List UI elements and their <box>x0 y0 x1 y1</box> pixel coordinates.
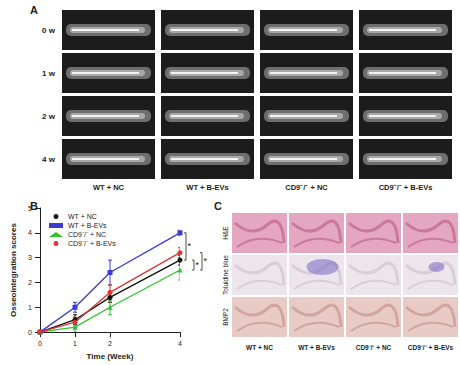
svg-text:CD9⁻/⁻ + NC: CD9⁻/⁻ + NC <box>285 183 328 192</box>
svg-text:WT + B-EVs: WT + B-EVs <box>68 222 107 229</box>
svg-text:2 w: 2 w <box>42 112 56 121</box>
svg-text:2: 2 <box>108 340 112 347</box>
svg-text:1: 1 <box>73 340 77 347</box>
svg-text:*: * <box>188 241 192 251</box>
svg-text:H&E: H&E <box>222 226 229 240</box>
svg-text:2: 2 <box>28 279 32 286</box>
svg-text:3: 3 <box>28 254 32 261</box>
svg-text:WT + B-EVs: WT + B-EVs <box>298 344 335 351</box>
svg-text:WT + NC: WT + NC <box>246 344 273 351</box>
svg-text:0 w: 0 w <box>42 26 56 35</box>
svg-text:WT + NC: WT + NC <box>93 183 125 192</box>
svg-text:CD9⁻/⁻ + B-EVs: CD9⁻/⁻ + B-EVs <box>68 240 116 247</box>
svg-text:*: * <box>196 260 200 270</box>
svg-text:*: * <box>204 256 208 266</box>
svg-text:5: 5 <box>28 205 32 212</box>
svg-text:CD9⁻/⁻ + B-EVs: CD9⁻/⁻ + B-EVs <box>408 344 454 351</box>
svg-text:1 w: 1 w <box>42 69 56 78</box>
svg-text:CD9⁻/⁻ + NC: CD9⁻/⁻ + NC <box>68 231 106 238</box>
svg-text:4: 4 <box>28 229 32 236</box>
svg-text:B: B <box>30 200 38 212</box>
svg-text:CD9⁻/⁻ + NC: CD9⁻/⁻ + NC <box>356 344 392 351</box>
svg-text:4 w: 4 w <box>42 155 56 164</box>
svg-text:CD9⁻/⁻ + B-EVs: CD9⁻/⁻ + B-EVs <box>379 183 433 192</box>
svg-text:C: C <box>214 200 222 212</box>
svg-text:Toluidine blue: Toluidine blue <box>222 255 229 295</box>
svg-text:Osseointegration scores: Osseointegration scores <box>9 223 18 317</box>
svg-text:A: A <box>30 4 38 16</box>
svg-text:0: 0 <box>38 340 42 347</box>
svg-text:Time (Week): Time (Week) <box>87 352 134 361</box>
svg-text:BMP2: BMP2 <box>222 308 229 326</box>
svg-text:0: 0 <box>28 329 32 336</box>
svg-text:WT + NC: WT + NC <box>68 213 97 220</box>
svg-text:1: 1 <box>28 304 32 311</box>
svg-text:4: 4 <box>178 340 182 347</box>
svg-text:WT + B-EVs: WT + B-EVs <box>186 183 228 192</box>
